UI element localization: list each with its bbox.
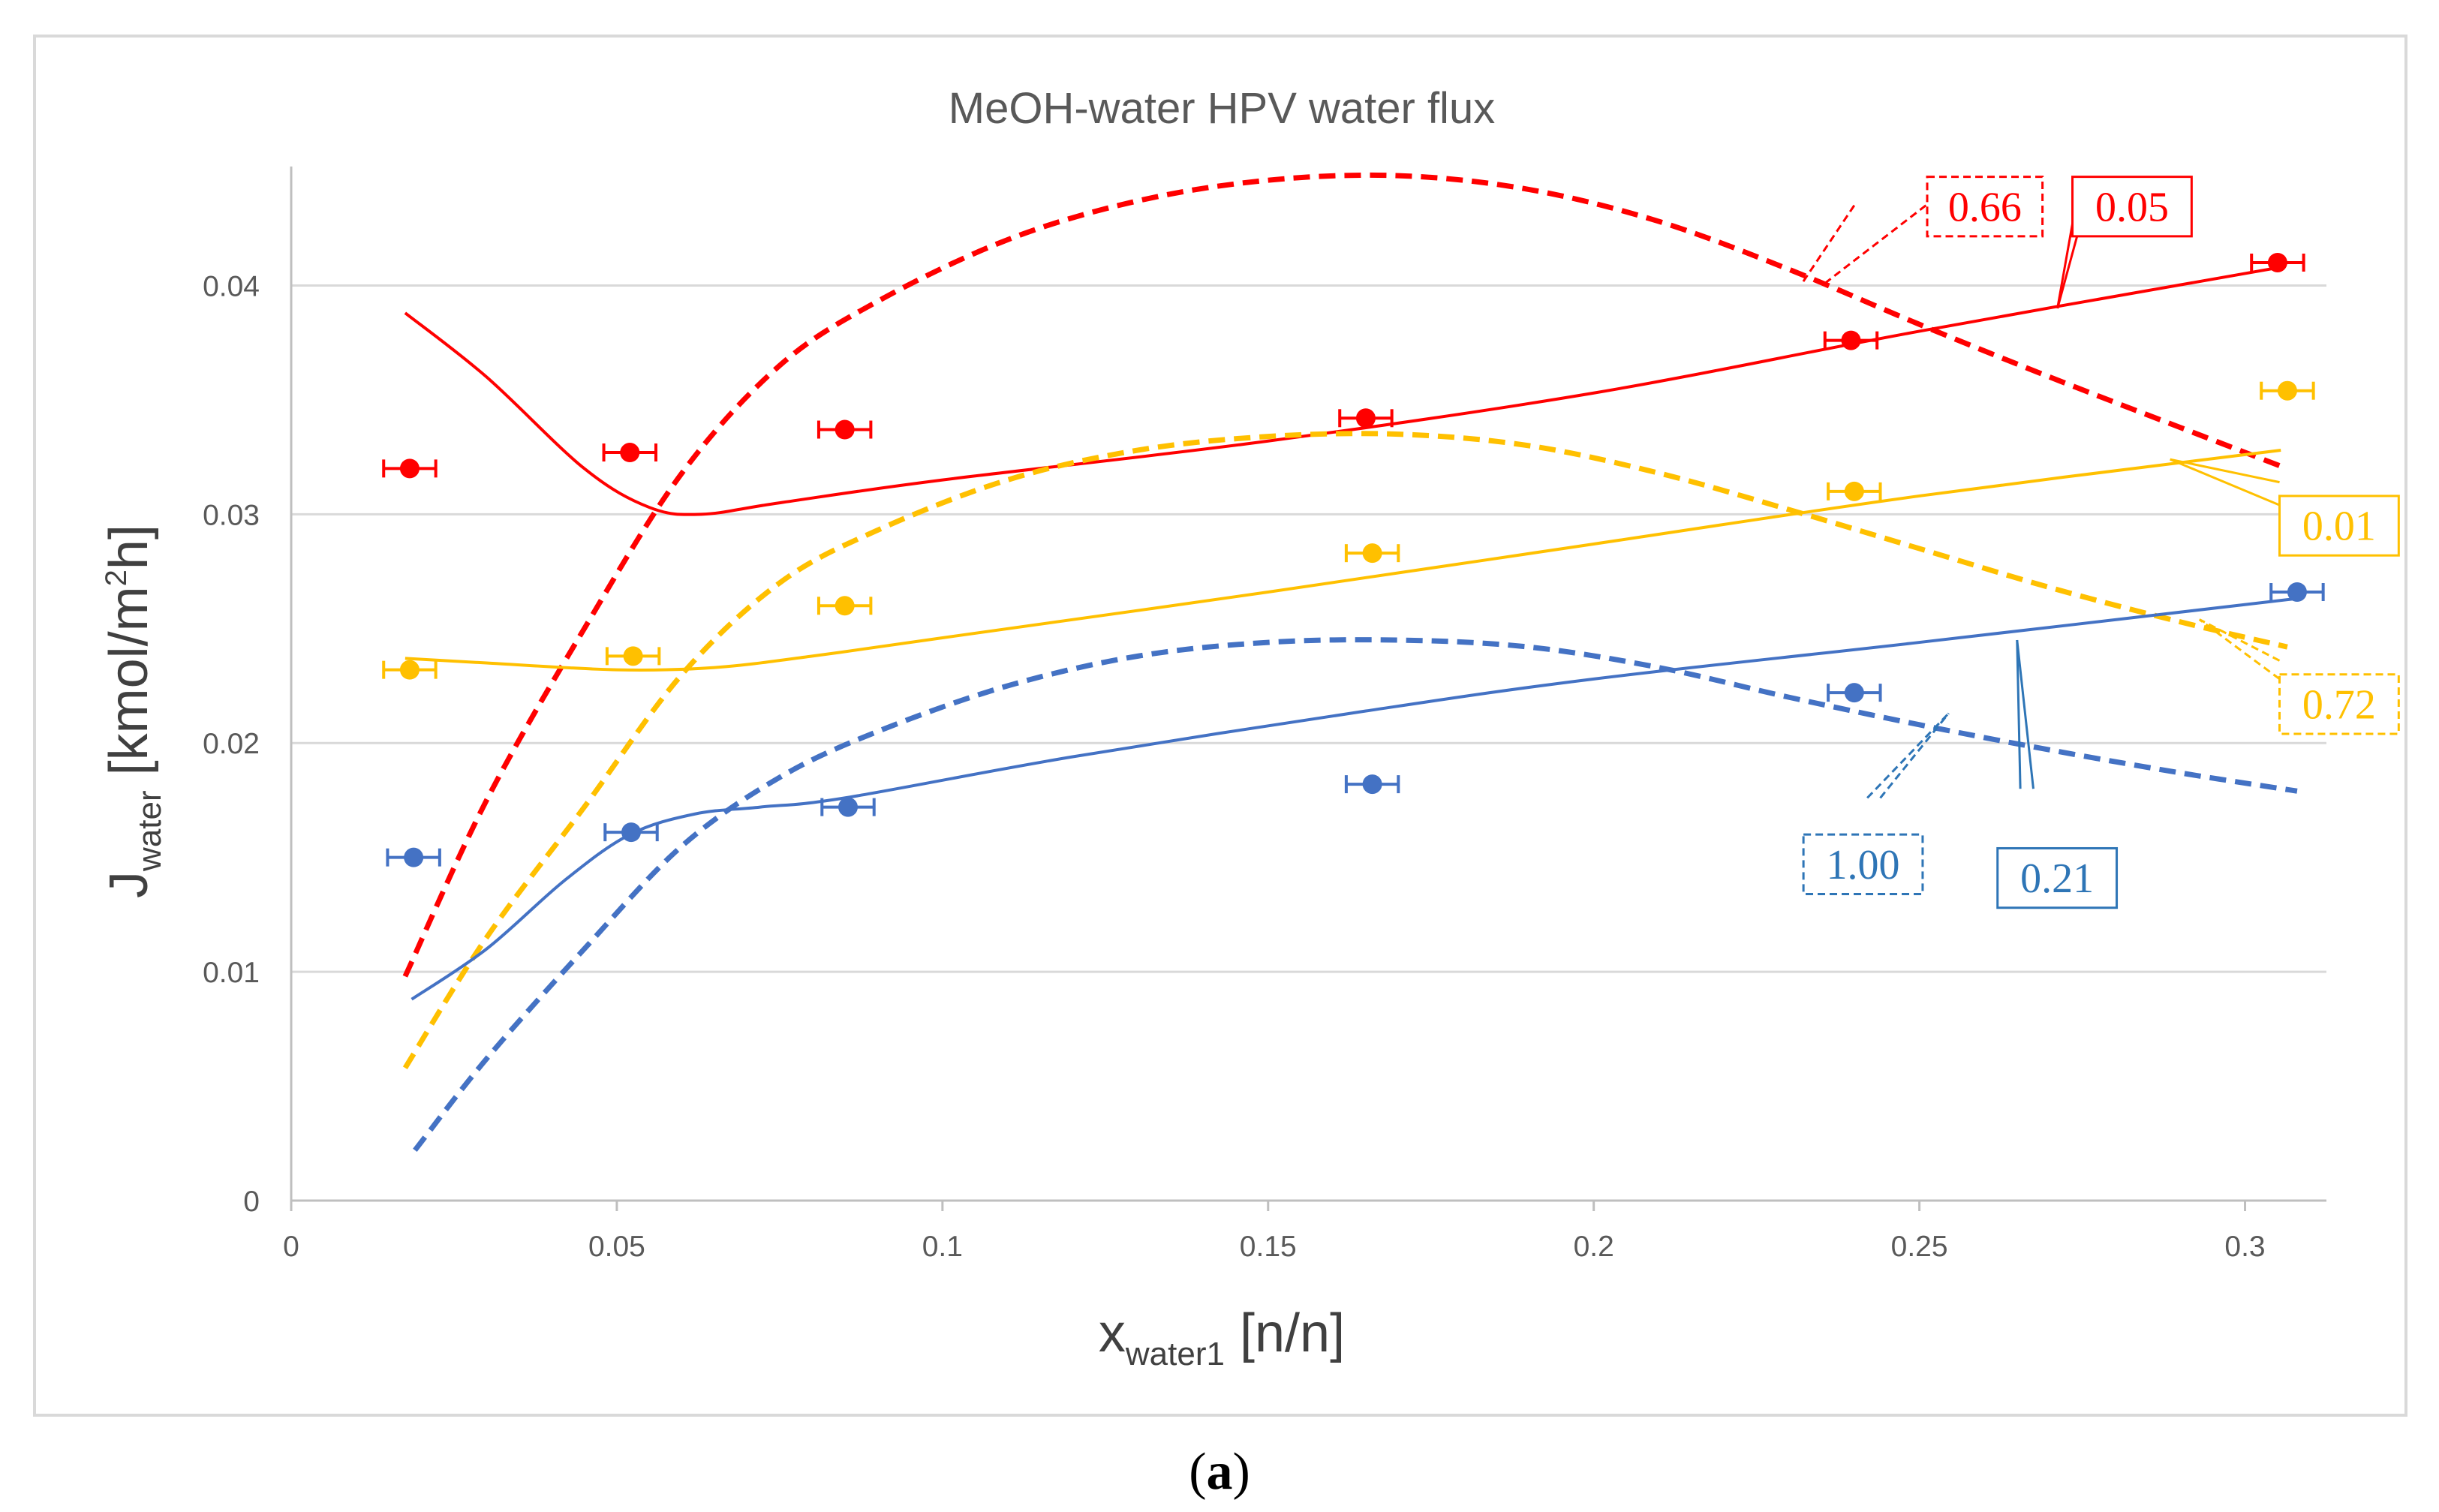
y-axis-label-sub: water [131,790,168,872]
callout-box [1802,833,1924,895]
callout-leader [2199,618,2281,662]
marker-red [1841,330,1861,350]
y-tick-label: 0.01 [203,957,260,989]
y-axis-label-unit-pre: [kmol/m [99,586,159,790]
marker-blue [404,847,424,867]
marker-blue [2287,582,2307,602]
callout-leader [2016,639,2022,789]
y-tick-label: 0.04 [203,270,260,302]
x-tick-label: 0.15 [1240,1231,1297,1263]
caption-open: ( [1189,1443,1206,1501]
y-tick-label: 0.03 [203,499,260,531]
callout-label: 0.01 [2302,503,2376,550]
data-markers [382,252,2325,867]
callout-box [1926,176,2044,238]
callout-leader [1801,204,1856,284]
marker-yellow [1844,481,1864,501]
y-tick-label: 0.02 [203,728,260,760]
callout-leader [2170,458,2281,507]
callout-leader [2170,458,2280,484]
marker-yellow [623,646,643,666]
marker-red [2267,252,2287,272]
marker-yellow [399,660,420,680]
callout-label: 1.00 [1827,842,1900,888]
marker-blue [621,822,642,843]
callout-leader [1866,712,1950,799]
callout-leader [1824,204,1927,284]
callout-label: 0.21 [2020,855,2094,902]
callout-box [1996,846,2119,909]
curve-blue-solid [411,597,2294,1001]
x-axis-label: xwater1 [n/n] [1099,1303,1345,1372]
callout-box [2071,176,2193,238]
curve-red-solid [404,266,2281,516]
marker-yellow [835,596,855,616]
marker-blue [1844,683,1864,703]
marker-yellow [2277,380,2297,401]
curve-yellow-solid [404,448,2281,672]
callout-box [2278,494,2400,557]
marker-red [1355,408,1376,428]
callout-leader [2016,639,2035,789]
caption-letter: a [1207,1443,1233,1501]
y-axis-label-unit-post: h] [99,525,159,570]
x-axis-label-main: x [1099,1303,1126,1363]
x-tick-label: 0.3 [2224,1231,2265,1263]
callout-leader [2198,618,2281,681]
y-axis-label-main: J [99,871,159,898]
callout-leader [1879,712,1950,799]
chart-title: MeOH-water HPV water flux [949,84,1495,133]
callout-label: 0.66 [1948,184,2022,230]
y-axis-label-sup: 2 [100,570,133,586]
y-axis-label: Jwater [kmol/m2h] [99,525,168,898]
curve-red-dashed [402,172,2282,978]
callout-label: 0.05 [2095,184,2169,230]
curve-yellow-dashed [402,431,2288,1070]
x-tick-label: 0.1 [922,1231,963,1263]
marker-red [399,458,420,479]
marker-blue [838,797,859,817]
chart-frame [33,35,2407,1417]
curve-blue-dashed [413,637,2298,1153]
x-tick-label: 0.05 [588,1231,645,1263]
annotations: 0.66 0.05 0.01 0.72 1.00 0.21 [1801,176,2400,909]
x-tick-label: 0.25 [1891,1231,1948,1263]
x-axis-label-unit: [n/n] [1225,1303,1345,1363]
caption-close: ) [1233,1443,1250,1501]
x-tick-label: 0.2 [1574,1231,1614,1263]
marker-blue [1362,774,1382,795]
marker-red [835,419,855,440]
x-tick-label: 0 [283,1231,299,1263]
marker-red [620,443,640,463]
callout-label: 0.72 [2302,681,2376,728]
fit-curves [402,172,2298,1153]
x-axis-label-sub: water1 [1125,1336,1225,1372]
marker-yellow [1362,543,1382,564]
callout-box [2278,673,2400,735]
y-tick-label: 0 [243,1186,260,1218]
axes: 0 0.01 0.02 0.03 0.04 0 0.05 0.1 0.15 0.2 0.25 0.3 [203,166,2326,1263]
figure-caption: (a) [1189,1443,1250,1501]
